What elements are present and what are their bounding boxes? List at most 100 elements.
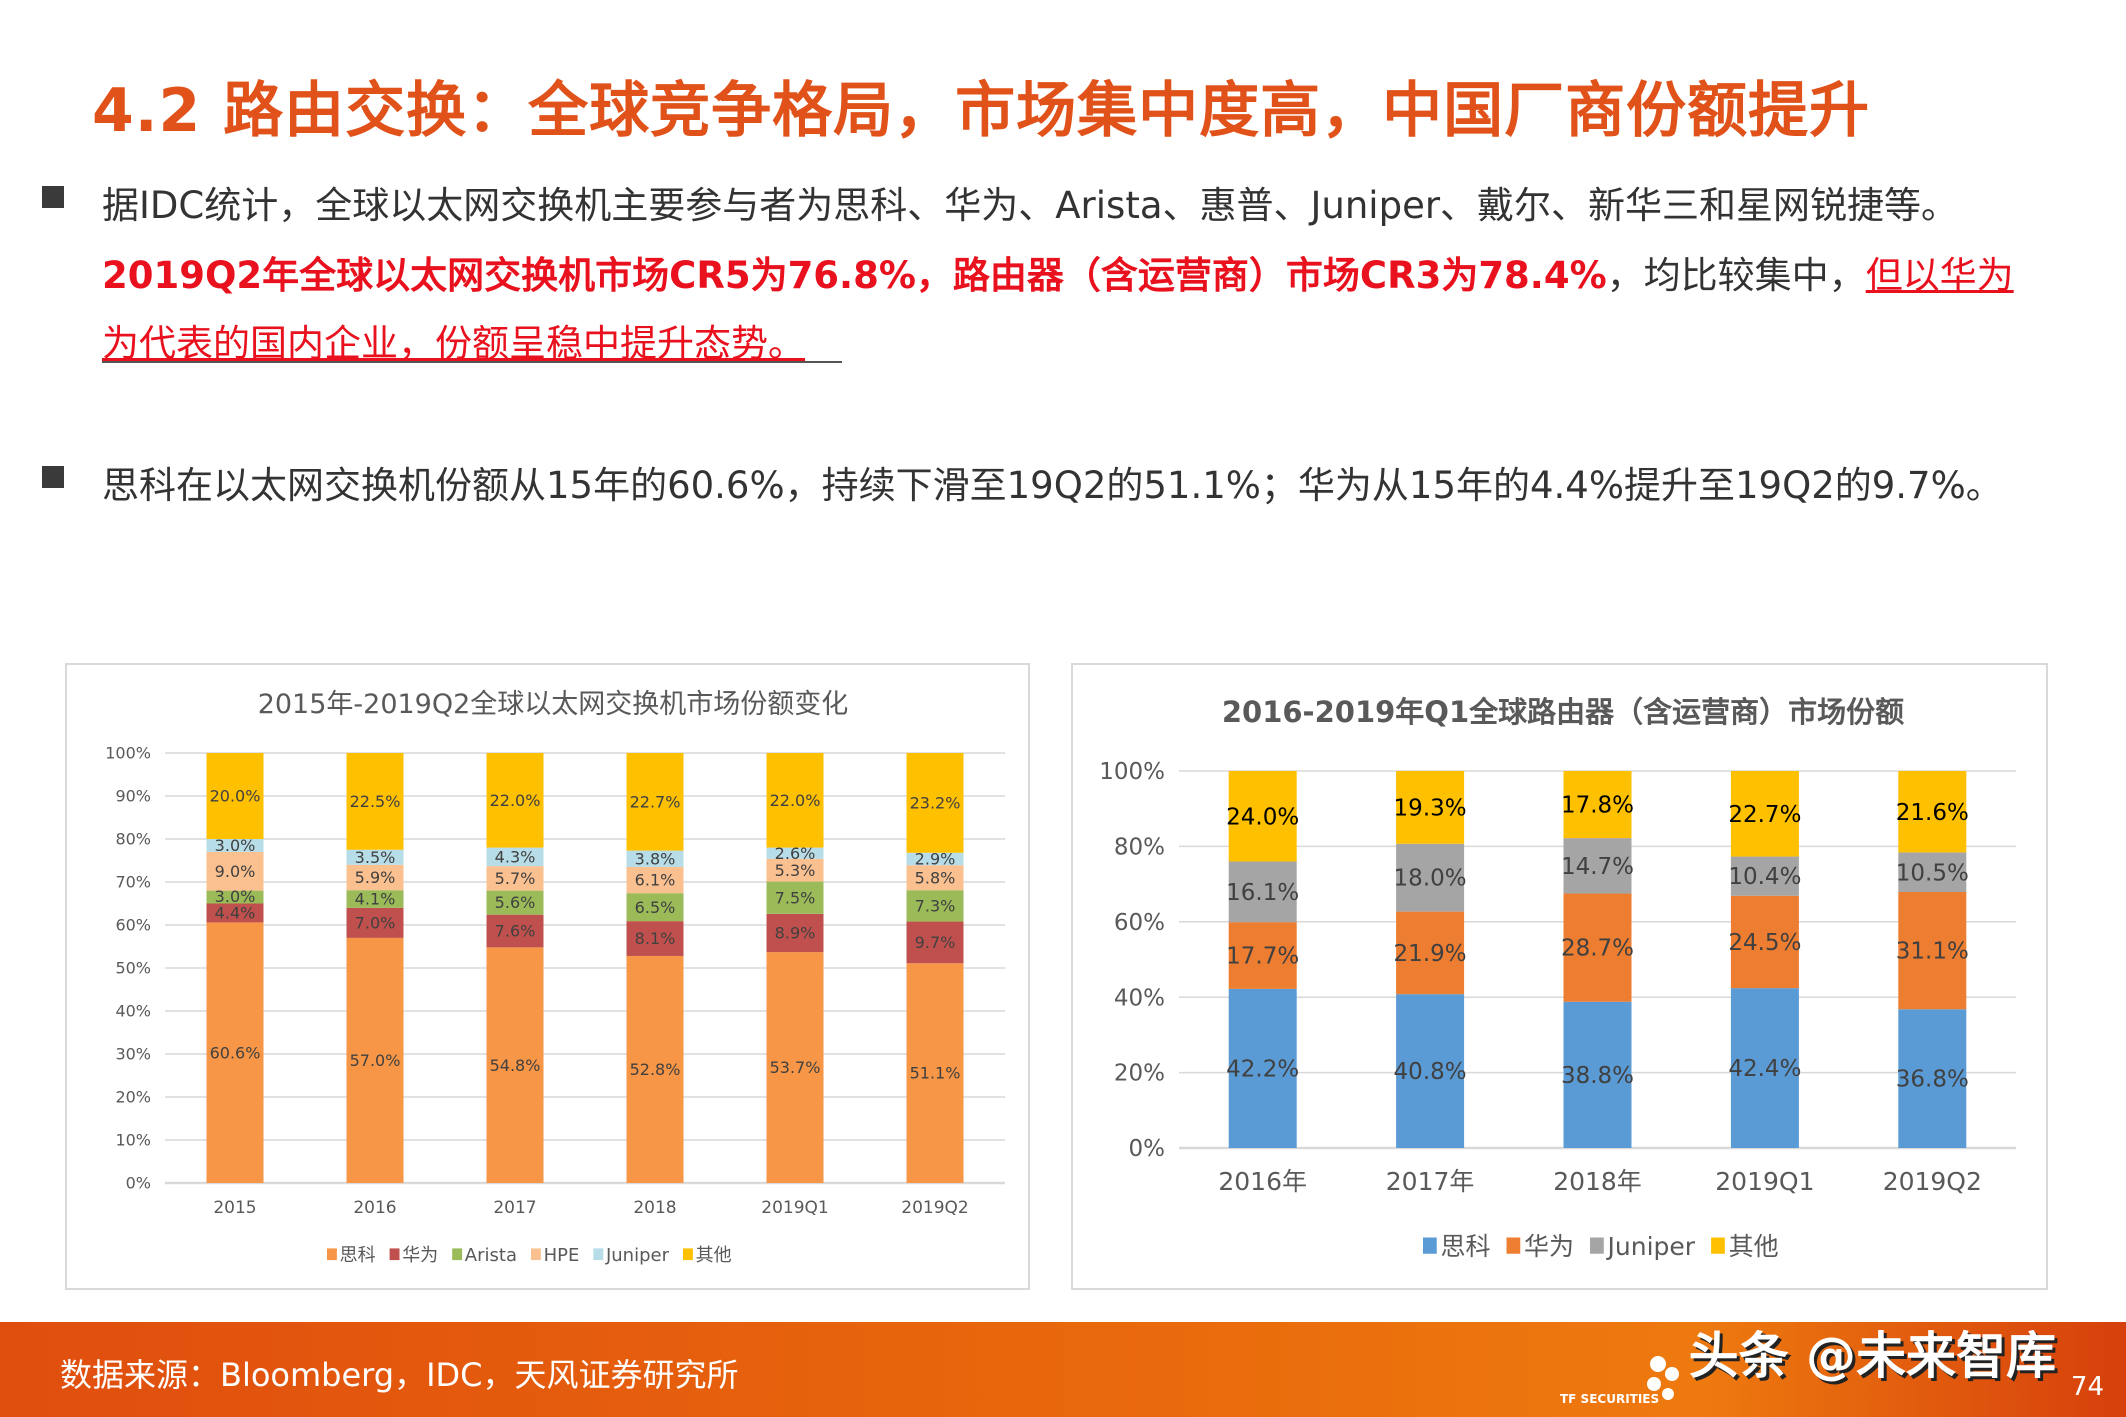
bar-segment [766,952,824,1183]
x-tick-label: 2019Q2 [1883,1167,1982,1196]
bar-segment [1228,861,1297,923]
bar-segment [906,921,964,964]
x-tick-label: 2017年 [1386,1167,1475,1196]
bar-segment [1898,892,1967,1010]
data-label: 38.8% [1561,1063,1634,1089]
bar-segment [1396,771,1465,844]
tf-securities-logo-icon [1647,1356,1679,1400]
legend-swatch [389,1248,400,1261]
bar-segment [766,913,824,953]
highlight-text: 2019Q2年全球以太网交换机市场CR5为76.8%，路由器（含运营商）市场CR… [102,254,1607,297]
legend-label: Juniper [1606,1232,1696,1261]
bar-segment [346,937,404,1183]
bar-segment [626,753,684,851]
data-label: 6.1% [635,871,676,890]
data-label: 22.7% [630,792,681,811]
x-tick-label: 2019Q1 [761,1198,828,1218]
footer-bar: 数据来源：Bloomberg，IDC，天风证券研究所 TF SECURITIES… [0,1322,2126,1417]
bar-segment [1396,911,1465,995]
data-label: 31.1% [1896,939,1969,965]
bar-segment [486,947,544,1183]
bar-segment [906,963,964,1183]
y-tick-label: 90% [115,787,151,806]
x-tick-label: 2016 [353,1198,396,1218]
data-label: 6.5% [635,898,676,917]
slide-title: 4.2 路由交换：全球竞争格局，市场集中度高，中国厂商份额提升 [92,76,1871,146]
data-label: 18.0% [1394,866,1467,892]
data-label: 17.7% [1226,944,1299,970]
bar-segment [906,865,964,891]
legend-swatch [1423,1237,1437,1254]
data-label: 53.7% [770,1058,821,1077]
data-label: 19.3% [1394,795,1467,821]
chart-title: 2016-2019年Q1全球路由器（含运营商）市场份额 [1222,695,1904,729]
bar-segment [1730,771,1799,857]
data-label: 24.5% [1728,930,1801,956]
y-tick-label: 60% [1114,910,1165,936]
legend-label: 其他 [696,1245,732,1266]
y-tick-label: 80% [1114,834,1165,860]
data-label: 10.4% [1728,864,1801,890]
legend-swatch [1590,1237,1604,1254]
bar-segment [1228,988,1297,1148]
bar-segment [1563,771,1632,839]
data-label: 4.1% [355,890,396,909]
x-tick-label: 2016年 [1218,1167,1307,1196]
chart-title: 2015年-2019Q2全球以太网交换机市场份额变化 [258,689,849,720]
bar-segment [486,866,544,891]
data-label: 4.4% [215,904,256,923]
bar-segment [1898,771,1967,853]
data-label: 14.7% [1561,854,1634,880]
data-label: 8.1% [635,929,676,948]
legend-swatch [530,1248,541,1261]
data-label: 9.0% [215,862,256,881]
data-label: 5.7% [495,869,536,888]
data-label: 9.7% [915,933,956,952]
bar-segment [766,881,824,914]
bar-segment [766,858,824,882]
legend-label: Juniper [605,1245,670,1266]
logo-text: TF SECURITIES [1560,1392,1660,1406]
data-label: 3.0% [215,887,256,906]
bullet-1-line-1: 据IDC统计，全球以太网交换机主要参与者为思科、华为、Arista、惠普、Jun… [102,184,1959,227]
legend-swatch [682,1248,693,1261]
data-label: 2.9% [915,850,956,869]
bar-segment [1898,1009,1967,1148]
data-label: 20.0% [210,787,261,806]
y-tick-label: 100% [1099,759,1165,785]
switch-chart-svg: 2015年-2019Q2全球以太网交换机市场份额变化 0% 10% 20% 30% 40… [105,689,1005,1266]
watermark: 头条 @未来智库 [1688,1327,2056,1385]
bar-segment [766,847,824,859]
x-tick-label: 2019Q2 [901,1198,968,1218]
legend-label: Arista [465,1245,517,1266]
underline-rule [102,361,842,363]
data-label: 57.0% [350,1051,401,1070]
y-tick-label: 10% [115,1131,151,1150]
bar-segment [906,753,964,853]
data-label: 54.8% [490,1056,541,1075]
bullet-1-line-3: 为代表的国内企业，份额呈稳中提升态势。 [102,313,805,367]
y-tick-label: 20% [115,1088,151,1107]
data-label: 5.3% [775,861,816,880]
bar-segment [906,890,964,922]
bar-segment [1228,922,1297,989]
data-label: 22.5% [350,792,401,811]
bar-segment [346,849,404,865]
bar-segment [1730,856,1799,896]
y-tick-label: 20% [1114,1061,1165,1087]
data-label: 7.0% [355,913,396,932]
bar-segment [626,866,684,894]
y-tick-label: 0% [126,1174,151,1193]
data-label: 21.9% [1394,941,1467,967]
x-tick-label: 2018 [633,1198,676,1218]
legend-swatch [452,1248,463,1261]
bar-segment [1730,895,1799,989]
data-label: 52.8% [630,1060,681,1079]
bar-segment [626,850,684,867]
data-label: 22.0% [490,791,541,810]
bar-segment [1563,1001,1632,1148]
bar-segment [626,921,684,956]
legend-swatch [1506,1237,1521,1254]
data-label: 2.6% [775,844,816,863]
data-label: 28.7% [1561,936,1634,962]
